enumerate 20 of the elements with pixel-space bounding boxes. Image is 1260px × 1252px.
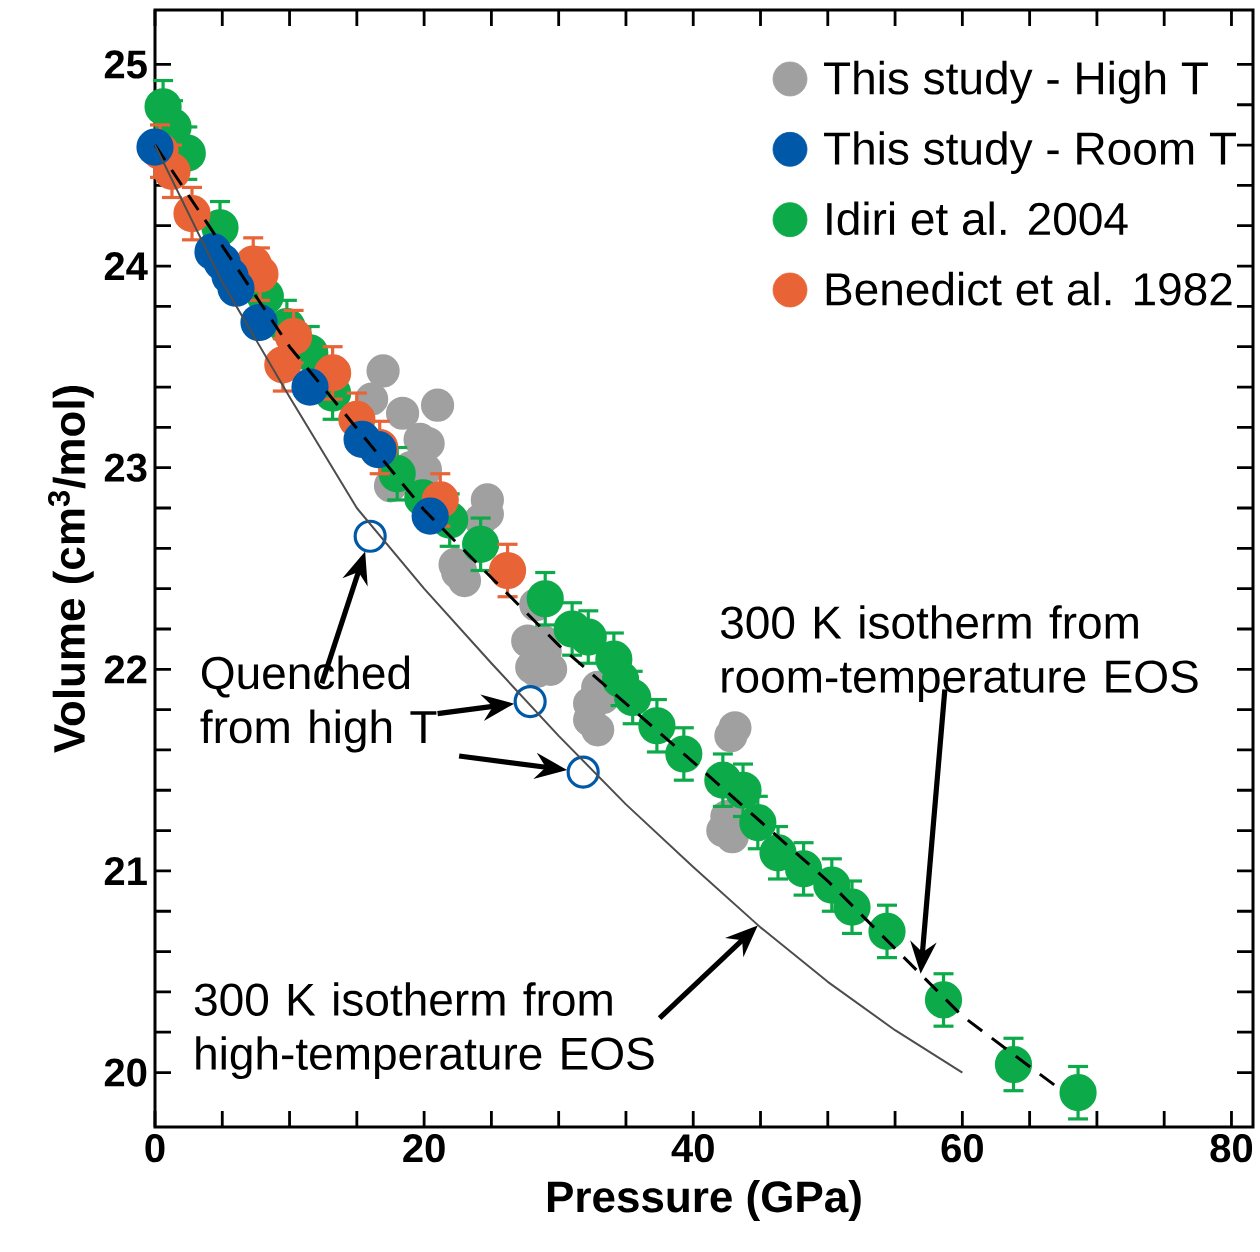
x-tick-label: 80 (1210, 1134, 1253, 1163)
annotation: Quenched from high T (200, 655, 437, 753)
legend-label: Idiri et al. 2004 (827, 201, 1128, 236)
x-tick-label: 20 (403, 1134, 445, 1163)
y-tick-label: 22 (104, 655, 147, 684)
annotation: 300 K isotherm from room-temperature EOS (720, 605, 1198, 703)
y-tick-label: 24 (104, 252, 148, 281)
annotation: 300 K isotherm from high-temperature EOS (194, 982, 654, 1080)
y-axis-title: Volume (cm$^{3}$/mol) (48, 386, 94, 753)
y-tick-label: 23 (104, 453, 147, 482)
y-tick-label: 20 (104, 1058, 147, 1087)
legend-label: This study - Room T (824, 131, 1236, 175)
x-axis-title: Pressure (GPa) (547, 1180, 861, 1222)
legend-label: Benedict et al. 1982 (826, 271, 1232, 306)
x-tick-label: 0 (145, 1134, 165, 1163)
legend-label: This study - High T (824, 60, 1208, 104)
y-tick-label: 21 (104, 856, 147, 885)
x-tick-label: 60 (941, 1134, 983, 1163)
y-tick-label: 25 (104, 50, 147, 79)
x-tick-label: 40 (671, 1134, 714, 1163)
